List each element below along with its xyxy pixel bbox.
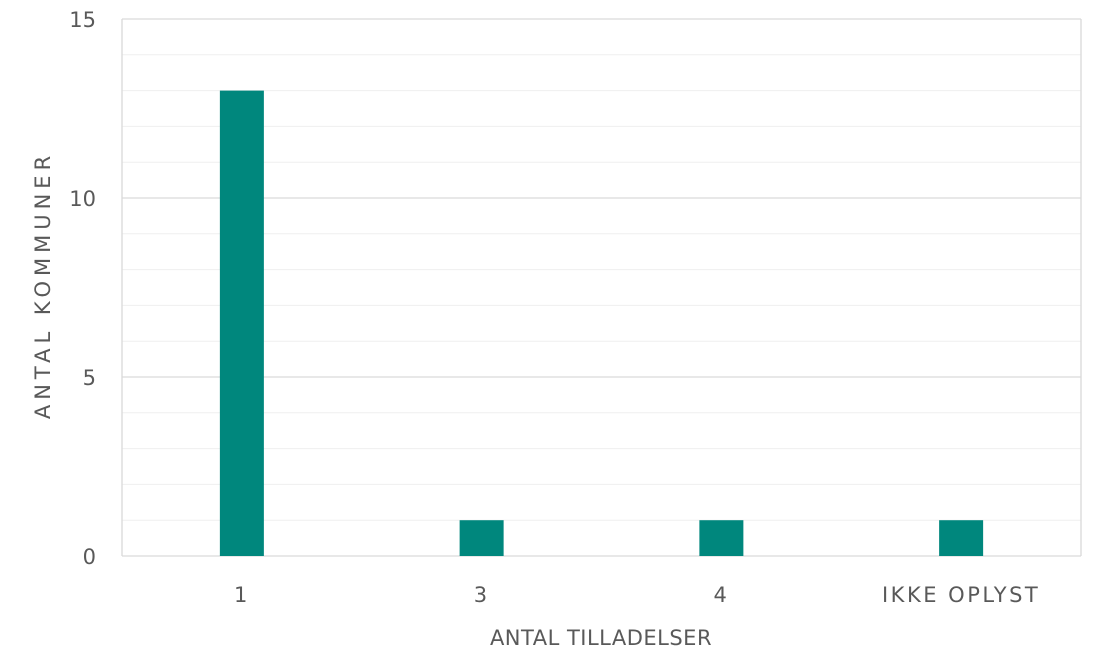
x-axis-ticks: 1 3 4 IKKE OPLYST (234, 583, 1040, 607)
y-tick-label: 0 (83, 545, 96, 569)
bar (459, 520, 504, 556)
x-axis-title: ANTAL TILLADELSER (490, 626, 712, 650)
x-tick-label: 1 (234, 583, 250, 607)
x-tick-label: 4 (713, 583, 729, 607)
y-tick-label: 10 (69, 187, 96, 211)
bar (699, 520, 744, 556)
x-tick-label: IKKE OPLYST (882, 583, 1040, 607)
x-tick-label: 3 (474, 583, 490, 607)
y-tick-label: 15 (69, 8, 96, 32)
y-tick-label: 5 (83, 366, 96, 390)
y-axis-title: ANTAL KOMMUNER (31, 151, 55, 419)
bar (939, 520, 984, 556)
bar (219, 90, 264, 556)
bars (219, 90, 984, 556)
y-axis-ticks: 0 5 10 15 (69, 8, 96, 569)
gridlines (121, 18, 1082, 557)
